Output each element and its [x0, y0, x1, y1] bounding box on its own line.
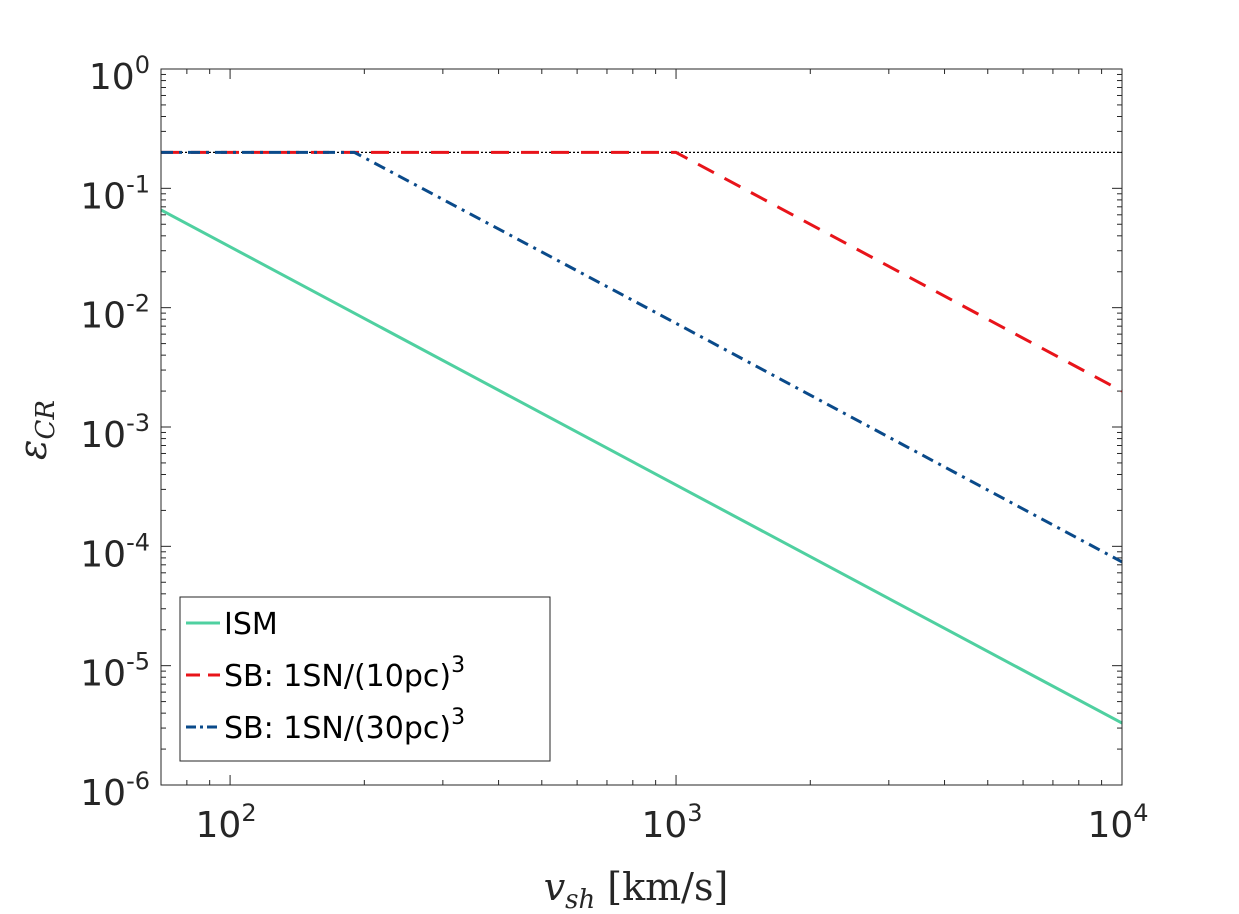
y-tick-label: 10-2: [80, 290, 150, 337]
tick-labels: 102 103 104 100 10-1 10-2 10-3 10-4 10-5 10-6: [80, 51, 1148, 846]
y-tick-label: 10-4: [80, 528, 150, 575]
x-tick-label: 104: [1087, 799, 1148, 846]
x-tick-label: 102: [196, 799, 257, 846]
legend-box: [179, 596, 551, 762]
legend-label: SB: 1SN/(30pc)3: [224, 705, 465, 746]
y-tick-label: 10-1: [80, 170, 150, 217]
series-line-1: [161, 150, 1123, 393]
x-tick-label: 103: [641, 799, 702, 846]
legend: ISM SB: 1SN/(10pc)3 SB: 1SN/(30pc)3: [179, 596, 551, 762]
legend-label: SB: 1SN/(10pc)3: [224, 653, 465, 694]
y-tick-label: 100: [89, 51, 150, 98]
series-line-2: [161, 150, 1123, 564]
legend-label: ISM: [224, 607, 278, 642]
x-axis-label: vsh [km/s]: [544, 865, 729, 914]
series-line-0: [160, 208, 1123, 725]
y-axis-label: εCR: [11, 400, 61, 460]
y-tick-label: 10-6: [80, 767, 150, 814]
series-layer: [160, 150, 1123, 725]
y-tick-label: 10-5: [80, 648, 150, 695]
y-tick-label: 10-3: [80, 409, 150, 456]
plot-frame: [160, 68, 1123, 786]
